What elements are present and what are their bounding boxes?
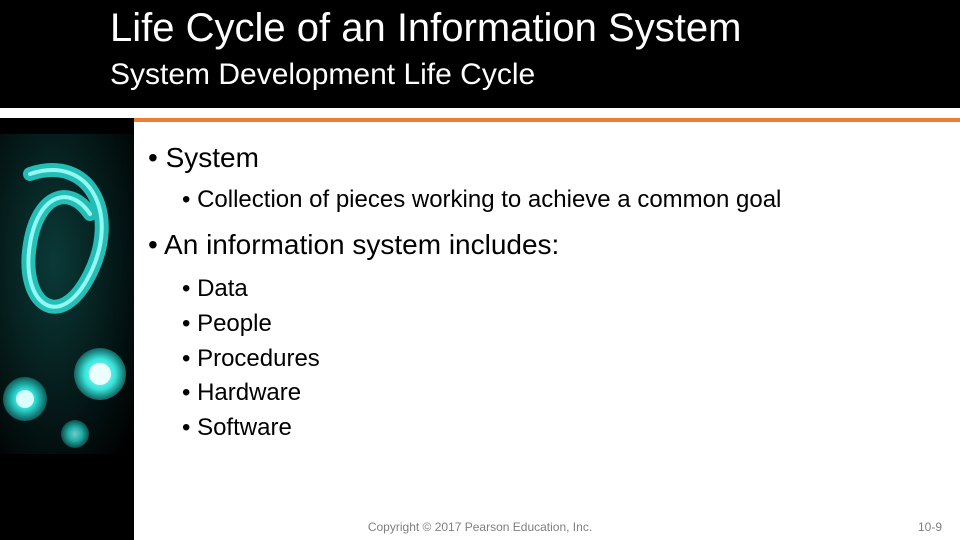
- slide-subtitle: System Development Life Cycle: [110, 58, 535, 92]
- bullet-l3: • People: [182, 307, 938, 342]
- bullet-l2: • Collection of pieces working to achiev…: [182, 185, 938, 215]
- bullet-text: Data: [197, 275, 248, 302]
- bullet-l3: • Hardware: [182, 376, 938, 411]
- bullet-text: Software: [197, 414, 292, 441]
- bullet-text: Hardware: [197, 379, 301, 406]
- bullet-text: An information system includes:: [164, 229, 559, 260]
- slide-number: 10-9: [918, 520, 942, 534]
- decorative-image: [0, 134, 134, 454]
- bullet-text: People: [197, 310, 272, 337]
- header-gap: [0, 108, 960, 118]
- copyright-text: Copyright © 2017 Pearson Education, Inc.: [0, 520, 960, 534]
- bullet-l1: • System: [148, 140, 938, 175]
- bullet-l3: • Procedures: [182, 342, 938, 377]
- bullet-text: Collection of pieces working to achieve …: [197, 186, 781, 213]
- bullet-l3: • Data: [182, 272, 938, 307]
- accent-rule: [0, 118, 960, 122]
- slide-title: Life Cycle of an Information System: [110, 6, 741, 51]
- bullet-text: Procedures: [197, 345, 320, 372]
- bullet-l1: • An information system includes:: [148, 227, 938, 262]
- slide: Life Cycle of an Information System Syst…: [0, 0, 960, 540]
- content-area: • System • Collection of pieces working …: [148, 140, 938, 446]
- bullet-text: System: [166, 142, 259, 173]
- bullet-l3: • Software: [182, 411, 938, 446]
